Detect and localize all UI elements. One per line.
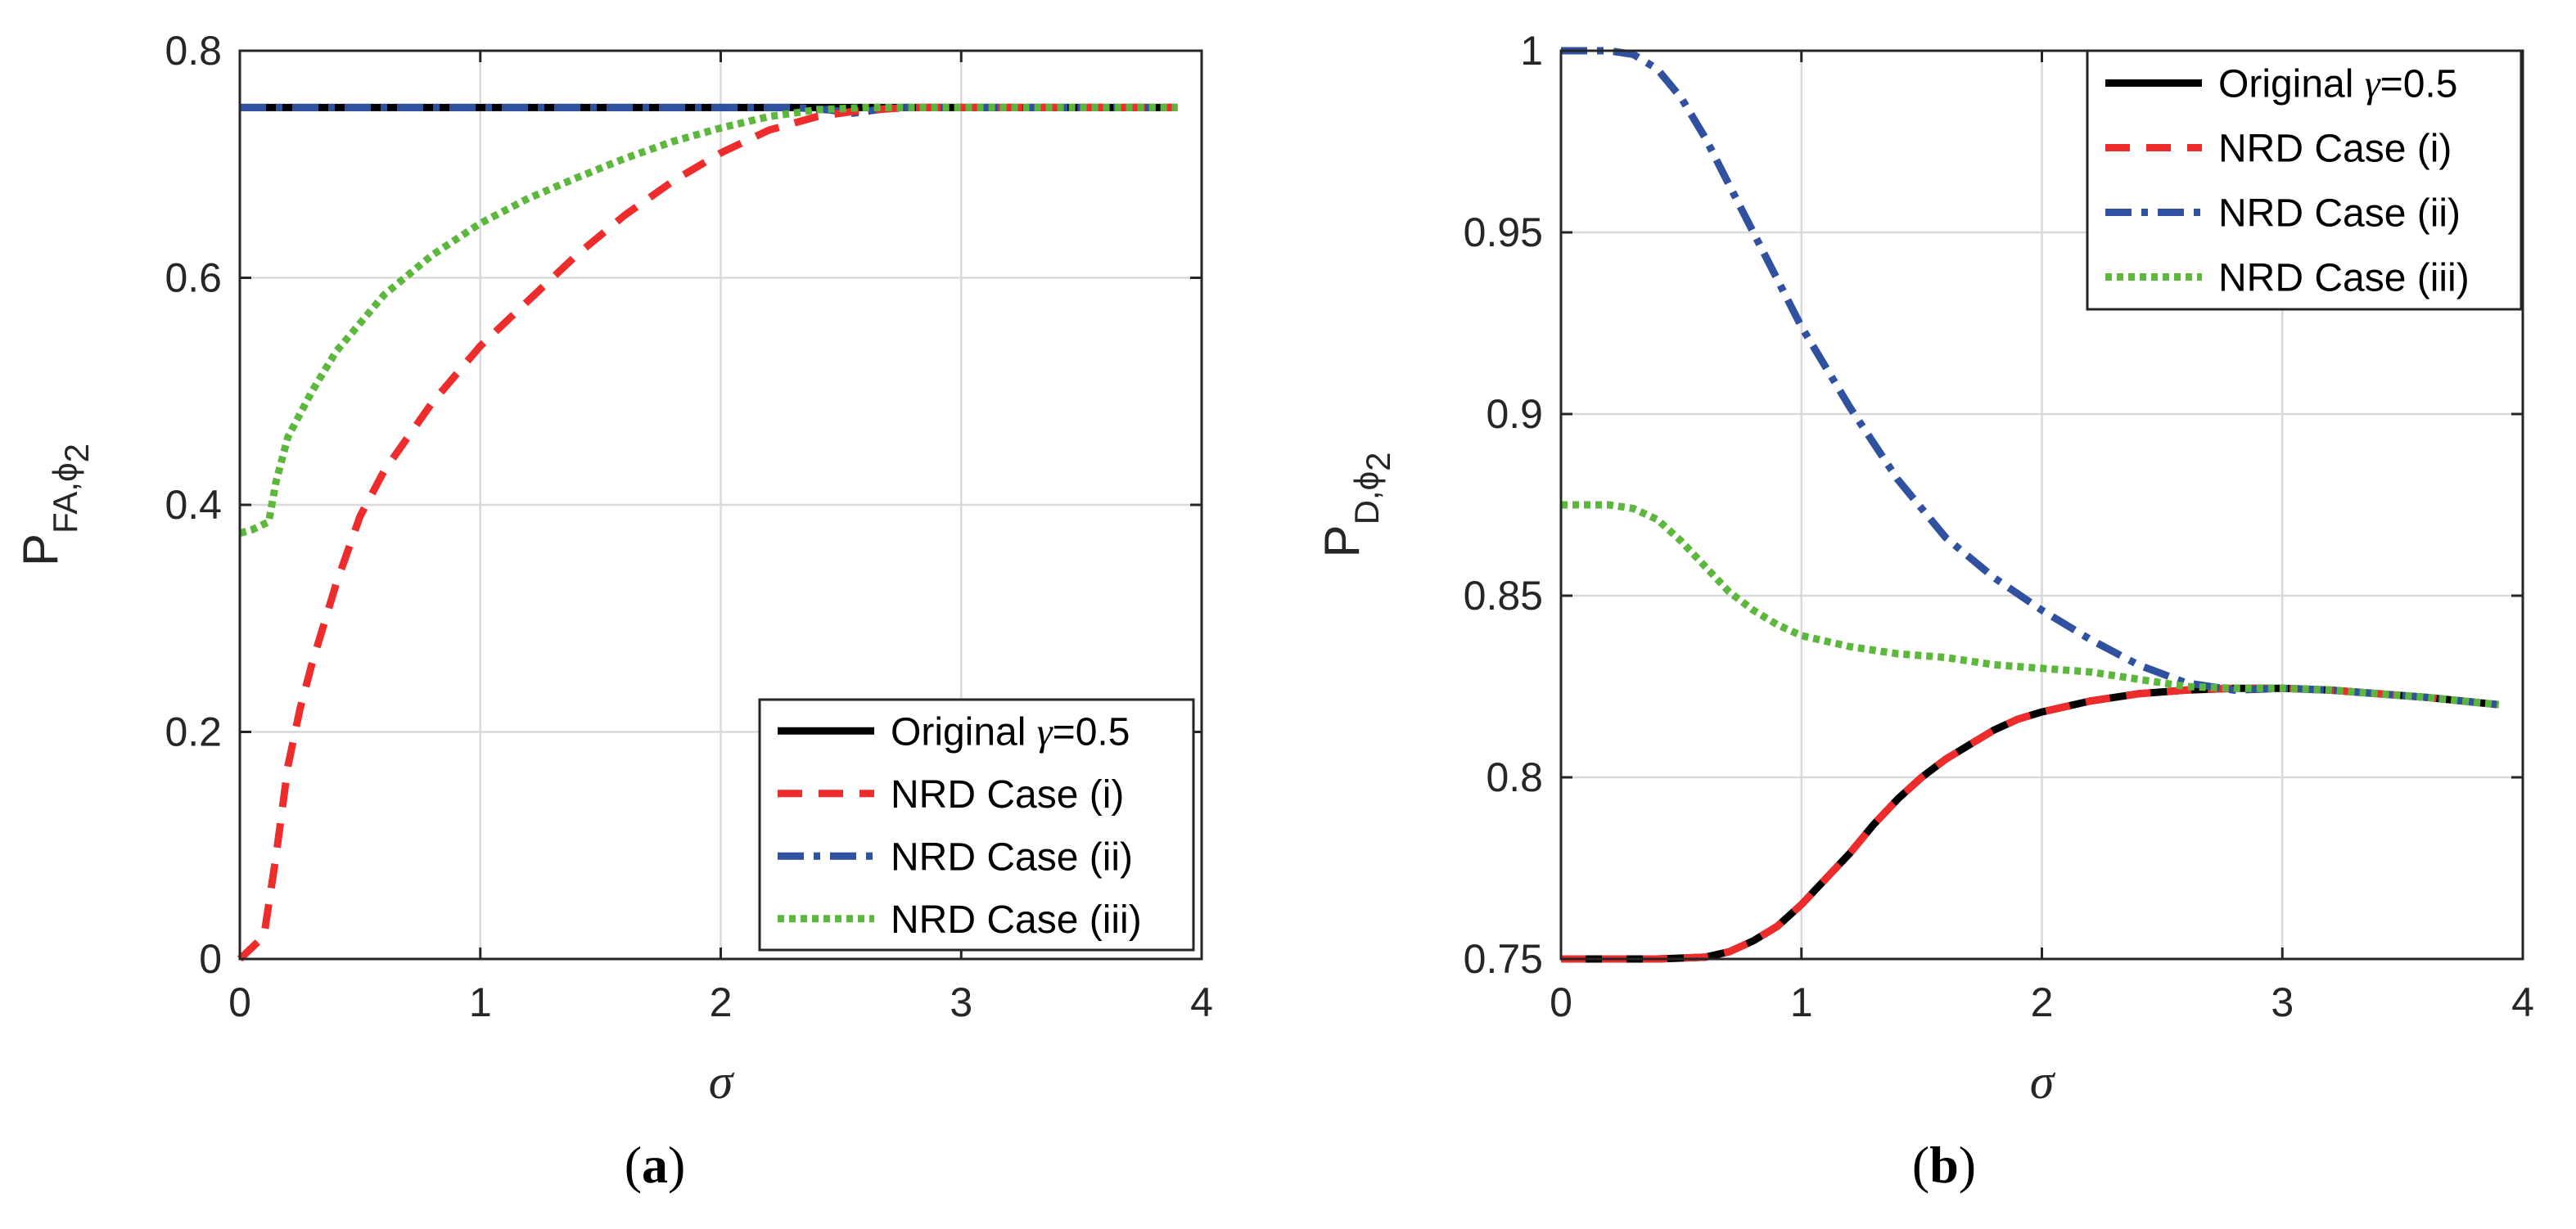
- y-tick-label: 0.95: [1464, 209, 1543, 255]
- y-tick-label: 0.2: [165, 709, 222, 755]
- x-tick-label: 0: [228, 979, 251, 1025]
- x-axis-label: σ: [709, 1055, 735, 1109]
- x-tick-label: 3: [950, 979, 972, 1025]
- legend-label: Original γ=0.5: [891, 710, 1130, 754]
- legend-label: NRD Case (iii): [2218, 257, 2470, 300]
- y-axis-label: PD,ϕ2: [1315, 452, 1397, 558]
- legend: Original γ=0.5 NRD Case (i) NRD Case (ii) N…: [758, 698, 1195, 952]
- legend-label: NRD Case (i): [2218, 128, 2452, 171]
- panel-b: 0 1 2 3 4 0.75 0.8 0.85 0.9 0.95 1 σ PD,ϕ2 (b) Origina…: [1315, 28, 2534, 1194]
- series-line-nrd-case-ii: [1561, 47, 2500, 709]
- y-tick-label: 0.75: [1464, 936, 1543, 982]
- panel-caption: (a): [625, 1136, 686, 1194]
- x-tick-label: 4: [1190, 979, 1213, 1025]
- x-tick-label: 2: [710, 979, 733, 1025]
- legend-label: Original γ=0.5: [2218, 63, 2457, 106]
- y-tick-label: 0.9: [1486, 391, 1543, 437]
- y-tick-label: 0.6: [165, 255, 222, 301]
- x-tick-label: 4: [2511, 979, 2534, 1025]
- legend-label: NRD Case (ii): [891, 835, 1133, 879]
- y-tick-label: 0.8: [165, 28, 222, 74]
- x-tick-label: 3: [2271, 979, 2294, 1025]
- series-line-nrd-case-i: [237, 103, 1178, 962]
- legend-box: [758, 698, 1195, 952]
- legend-label: NRD Case (ii): [2218, 192, 2461, 236]
- legend-label: NRD Case (i): [891, 773, 1124, 817]
- legend-box: [2086, 49, 2523, 311]
- panel-a: 0 1 2 3 4 0 0.2 0.4 0.6 0.8 σ PFA,ϕ2 (a) Original γ=0…: [13, 28, 1213, 1194]
- x-tick-label: 1: [469, 979, 492, 1025]
- y-tick-label: 0.8: [1486, 754, 1543, 800]
- y-tick-label: 1: [1520, 28, 1543, 74]
- legend-label: NRD Case (iii): [891, 898, 1142, 942]
- x-axis-label: σ: [2030, 1055, 2056, 1109]
- legend: Original γ=0.5 NRD Case (i) NRD Case (ii) N…: [2086, 49, 2523, 311]
- panel-caption: (b): [1912, 1136, 1976, 1194]
- y-axis-label: PFA,ϕ2: [13, 443, 96, 566]
- x-tick-label: 2: [2031, 979, 2054, 1025]
- y-tick-label: 0.85: [1464, 573, 1543, 619]
- y-tick-label: 0: [199, 936, 222, 982]
- x-tick-label: 0: [1550, 979, 1572, 1025]
- x-tick-label: 1: [1790, 979, 1813, 1025]
- y-tick-label: 0.4: [165, 482, 222, 528]
